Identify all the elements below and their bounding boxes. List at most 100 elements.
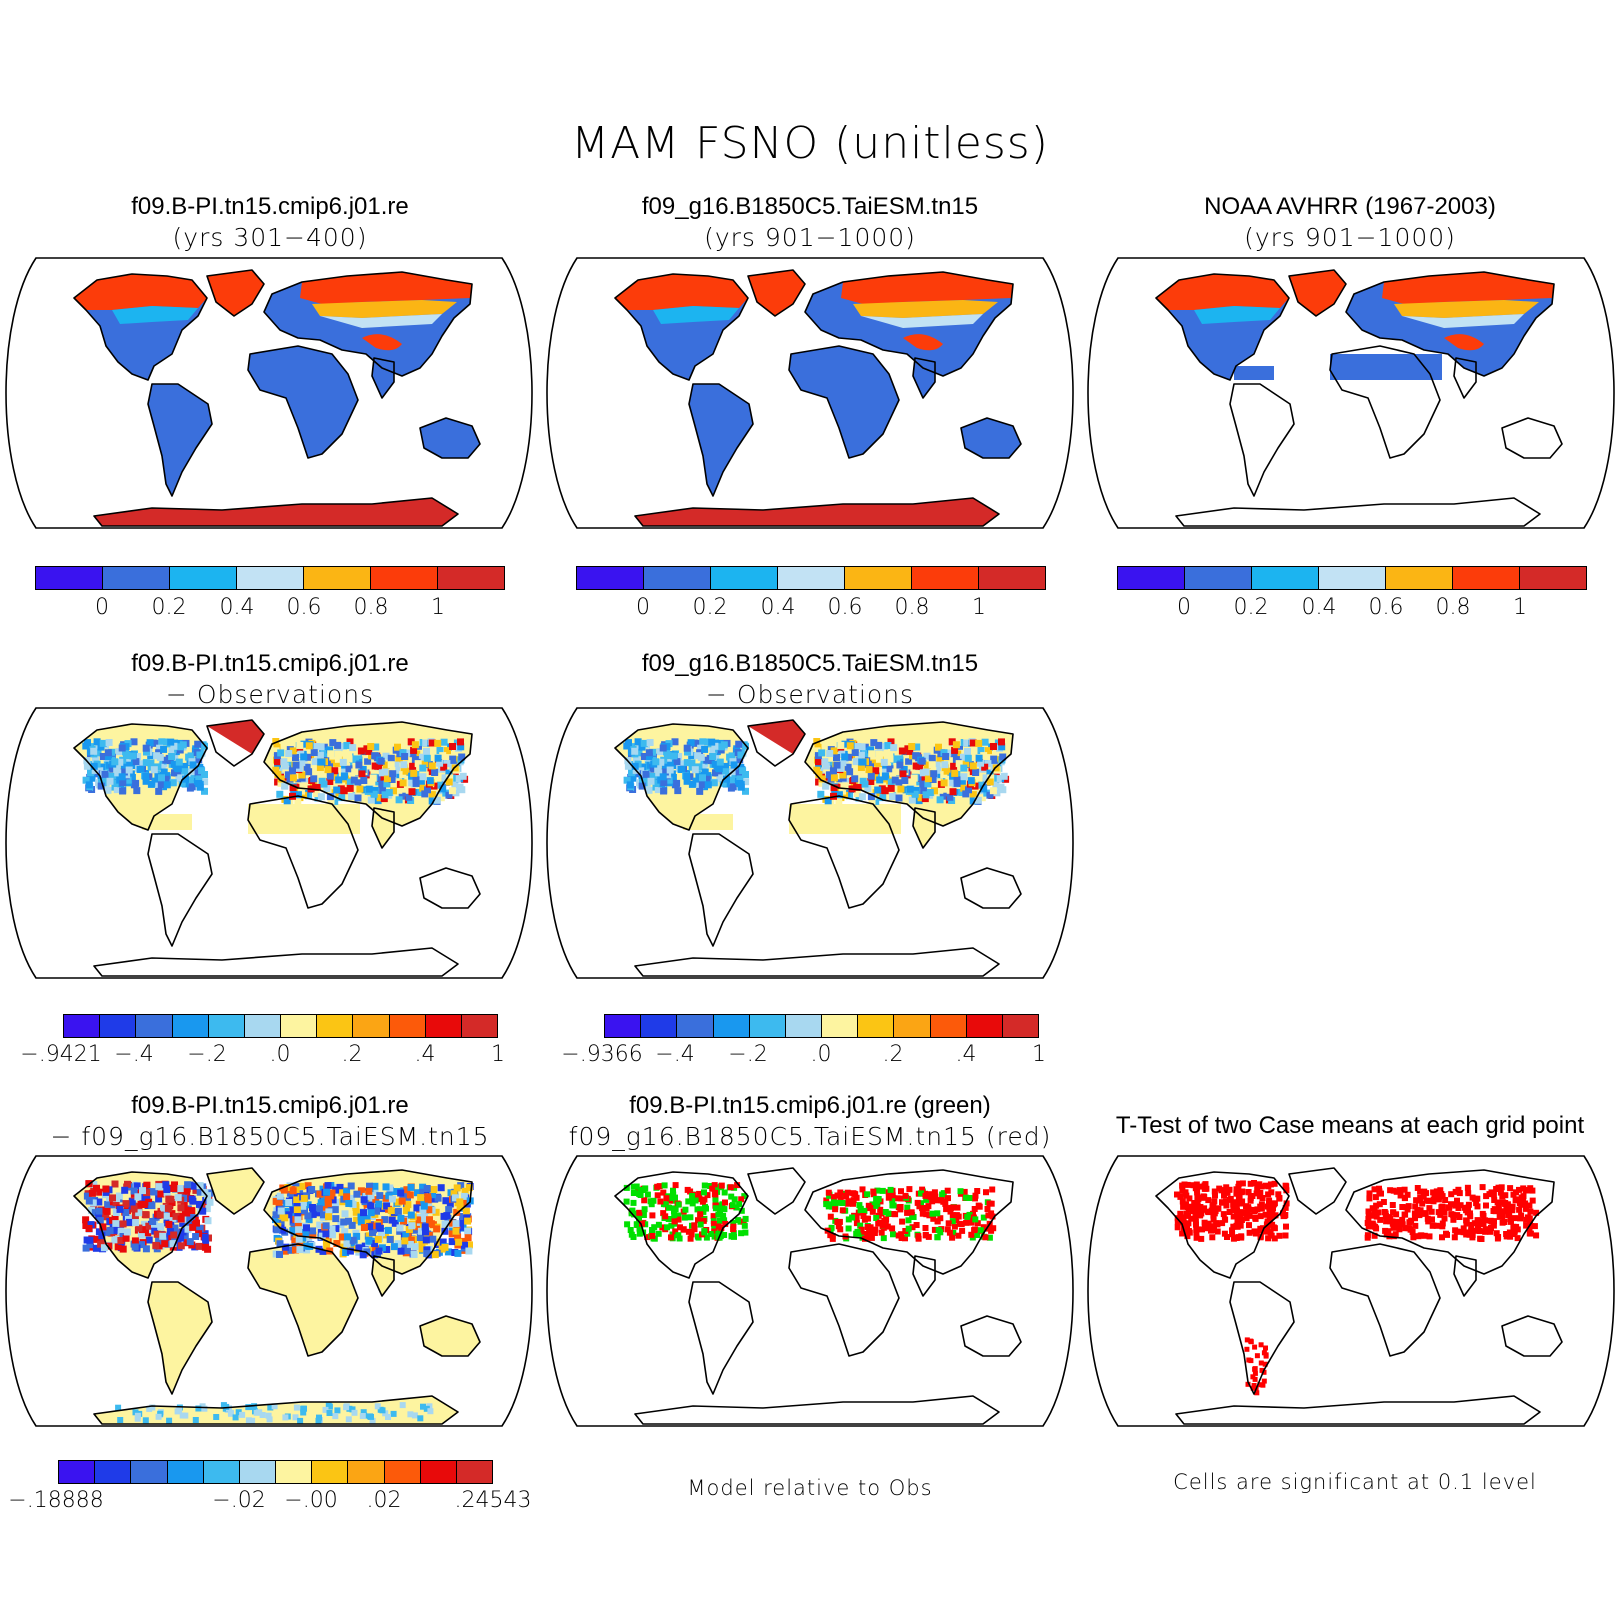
grid-cell [977,759,985,767]
grid-cell [904,795,912,803]
grid-cell [874,1187,881,1194]
grid-cell [323,785,331,792]
grid-cell [731,773,739,781]
grid-cell [945,775,953,783]
grid-cell [682,1206,689,1213]
grid-cell [1252,1344,1258,1350]
colorbar-swatch [420,1461,457,1483]
grid-cell [729,783,737,791]
grid-cell [132,1409,139,1416]
panel3-colorbar-ticks: 0 0.2 0.4 0.6 0.8 1 [1117,595,1587,623]
snow-region [320,314,442,328]
grid-cell [1373,1213,1380,1220]
grid-cell [427,768,435,776]
grid-cell [308,1186,316,1193]
grid-cell [717,1233,724,1240]
colorbar-swatch [371,567,438,589]
grid-cell [104,786,112,794]
grid-cell [1238,1217,1245,1223]
grid-cell [1226,1186,1233,1193]
grid-cell [986,769,994,777]
landmass-northAmerica [614,723,749,831]
grid-cell [949,1212,956,1219]
grid-cell [898,1231,905,1238]
grid-cell [196,751,204,759]
grid-cell [1499,1213,1506,1220]
grid-cell [930,1215,937,1222]
grid-cell [147,780,155,788]
grid-cell [309,1204,316,1211]
grid-cell [940,779,948,787]
grid-cell [1365,1215,1372,1222]
grid-cell [249,1417,256,1424]
grid-cell [300,1409,307,1416]
grid-cell [960,764,968,772]
grid-cell [340,1218,348,1226]
grid-cell [1194,1197,1201,1204]
grid-cell [655,769,663,777]
grid-cell [1239,1180,1246,1187]
grid-cell [939,742,946,750]
colorbar-tick-label: 0.6 [286,595,322,620]
grid-cell [319,1247,327,1255]
landmass-antarctica [1175,497,1541,527]
grid-cell [1251,1228,1258,1235]
grid-cell [904,1209,911,1216]
grid-cell [919,1210,926,1217]
grid-cell [300,740,308,748]
grid-cell [1190,1206,1197,1213]
grid-cell [742,1215,749,1222]
grid-cell [201,1234,209,1241]
grid-cell [825,1189,832,1196]
grid-cell [206,1198,214,1206]
grid-cell [300,1194,308,1202]
grid-cell [930,770,938,778]
grid-cell [426,777,434,785]
grid-cell [1201,1219,1208,1226]
grid-cell [641,1197,648,1204]
grid-cell [722,1199,728,1206]
grid-cell [453,775,461,783]
grid-cell [736,1201,743,1208]
grid-cell [410,746,418,754]
landmass-australia [960,417,1022,459]
landmass-africa [247,345,359,459]
grid-cell [434,739,442,747]
grid-cell [266,1416,273,1423]
grid-cell [707,1231,714,1237]
grid-cell [875,741,883,749]
colorbar-swatch [304,567,371,589]
grid-cell [371,1182,379,1190]
grid-cell [381,1231,389,1239]
grid-cell [423,754,431,762]
grid-cell [904,1204,911,1211]
grid-cell [82,776,90,784]
grid-cell [834,1219,841,1225]
grid-cell [396,1224,404,1232]
grid-cell [322,1230,330,1238]
landmass-africa [247,1243,359,1357]
grid-cell [289,747,297,755]
grid-cell [437,1184,445,1192]
grid-cell [92,1244,100,1252]
grid-cell [677,760,685,768]
snow-region [653,306,739,324]
colorbar-tick-label: 0.2 [151,595,187,620]
grid-cell [890,744,898,752]
grid-cell [1252,1366,1258,1372]
grid-cell [902,1235,908,1242]
grid-cell [387,754,395,762]
landmass-australia [1501,417,1563,459]
grid-cell [376,1224,384,1232]
colorbar-tick-label: .4 [414,1042,436,1067]
grid-cell [365,1187,373,1195]
colorbar-swatch [389,1015,426,1037]
grid-cell [1257,1189,1264,1196]
grid-cell [383,775,391,783]
colorbar-tick-label: 0 [95,595,109,620]
grid-cell [373,1207,380,1215]
grid-cell [441,1227,449,1235]
grid-cell [936,755,944,763]
grid-cell [428,762,436,770]
grid-cell [295,1226,303,1234]
